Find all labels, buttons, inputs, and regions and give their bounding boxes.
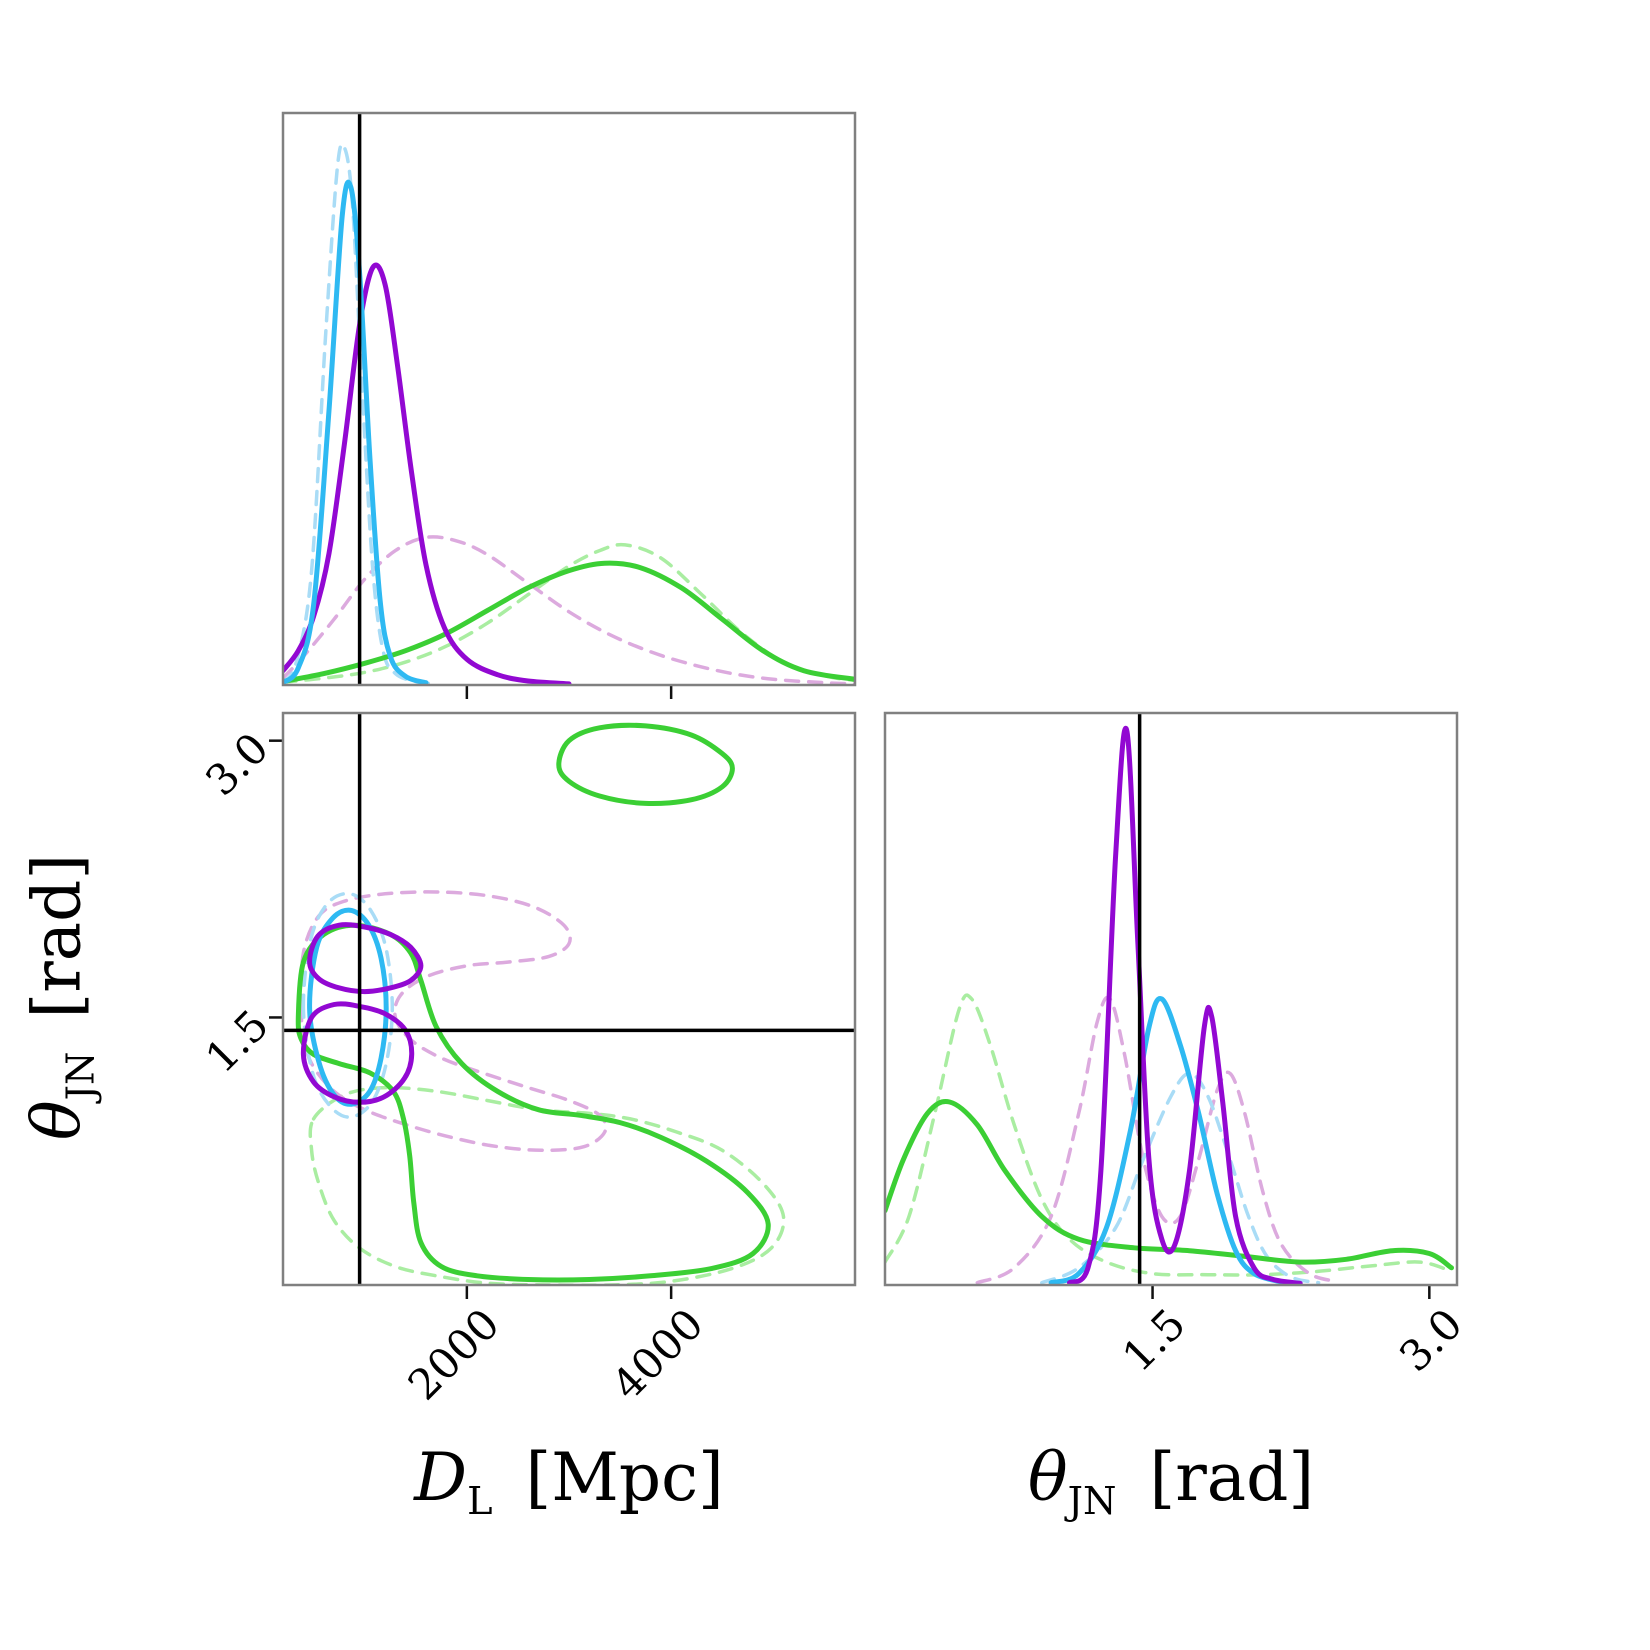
curve-theta-blue-solid xyxy=(1048,995,1285,1285)
curve-dl-purple-solid xyxy=(283,262,572,685)
x-tick-label-theta-1p5: 1.5 xyxy=(1112,1299,1195,1382)
x-tick-label-dl-2000: 2000 xyxy=(398,1299,509,1410)
contour-green-solid xyxy=(295,922,771,1283)
x-tick-label-dl-4000: 4000 xyxy=(602,1299,713,1410)
panel-border xyxy=(883,711,1459,1287)
theta-marginal-panel xyxy=(883,711,1459,1299)
dl-subscript: L xyxy=(467,1479,493,1525)
dl-symbol: D xyxy=(414,1439,468,1516)
curve-dl-green-solid xyxy=(283,560,855,685)
y-tick-label-theta-3p0: 3.0 xyxy=(196,723,278,806)
curve-theta-green-solid xyxy=(885,1099,1454,1271)
theta-y-axis-title: θJN [rad] xyxy=(18,853,104,1141)
dl-marginal-panel xyxy=(281,111,857,699)
theta-axis-title: θJN [rad] xyxy=(885,1439,1457,1525)
curve-dl-plum-dashed xyxy=(283,535,855,685)
curve-theta-light-green-dashed xyxy=(885,993,1454,1277)
theta-y-subscript: JN xyxy=(58,1051,104,1101)
contour-purple-solid-upper xyxy=(307,922,424,995)
theta-unit: [rad] xyxy=(1149,1439,1315,1516)
dl-unit: [Mpc] xyxy=(525,1439,724,1516)
y-tick-label-theta-1p5: 1.5 xyxy=(196,1000,278,1083)
contour-green-solid-island xyxy=(556,722,735,807)
dl-axis-title: DL [Mpc] xyxy=(283,1439,855,1525)
panel-bg xyxy=(885,713,1457,1285)
theta-marginal-plot xyxy=(883,711,1459,1299)
curve-theta-plum-dashed xyxy=(975,995,1339,1285)
theta-subscript: JN xyxy=(1067,1479,1117,1525)
theta-y-unit: [rad] xyxy=(18,853,96,1019)
joint-panel xyxy=(269,711,857,1299)
dl-marginal-plot xyxy=(281,111,857,699)
panel-border xyxy=(281,111,857,687)
x-tick-label-theta-3p0: 3.0 xyxy=(1389,1299,1472,1382)
contour-purple-solid-lower xyxy=(300,1001,415,1105)
panel-border xyxy=(281,711,857,1287)
contour-light-blue-dashed xyxy=(301,891,395,1119)
curve-theta-purple-solid xyxy=(1067,725,1303,1285)
panel-bg xyxy=(283,713,855,1285)
theta-symbol: θ xyxy=(1027,1439,1068,1516)
theta-y-symbol: θ xyxy=(18,1100,96,1141)
curve-dl-blue-solid xyxy=(283,179,429,685)
joint-contour-plot xyxy=(269,711,857,1299)
